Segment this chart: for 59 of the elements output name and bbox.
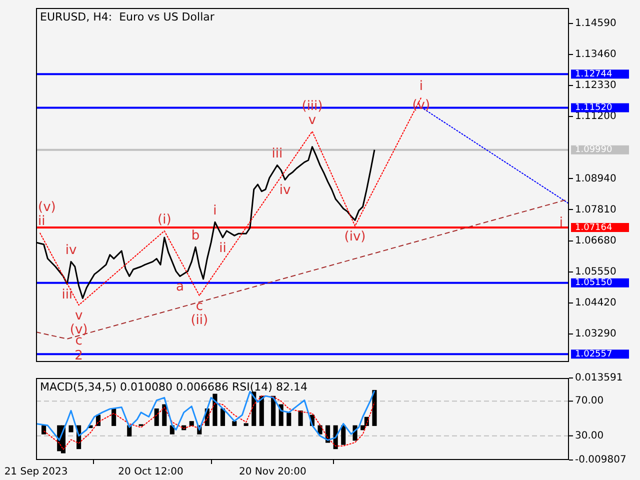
annotation: ii <box>38 214 46 230</box>
bar <box>341 425 346 445</box>
ref-line-label: 1.09990 <box>575 145 612 156</box>
annotation: (ii) <box>190 312 208 328</box>
ref-line-label: 1.05150 <box>575 278 612 288</box>
annotation: c <box>196 298 203 314</box>
annotation: ii <box>219 240 226 256</box>
chart-title: MACD(5,34,5) 0.010080 0.006686 RSI(14) 82.14 <box>40 380 308 394</box>
annotation: iv <box>65 243 77 258</box>
y-tick-label: 1.05550 <box>575 266 616 278</box>
bar <box>68 425 74 432</box>
annotation: b <box>191 228 200 244</box>
y-tick-label: -0.009807 <box>575 454 626 466</box>
annotation: i <box>419 78 423 94</box>
bar <box>154 408 159 426</box>
ref-line-label: 1.07164 <box>575 222 612 233</box>
bar <box>286 412 292 426</box>
ref-line-label: 1.11520 <box>575 103 612 114</box>
annotation: (i) <box>158 212 172 228</box>
ref-line-label: 1.02557 <box>575 349 612 360</box>
y-tick-label: 1.06680 <box>575 235 616 246</box>
annotation: iii <box>272 146 283 162</box>
annotation: v <box>308 112 316 128</box>
bar <box>189 421 194 426</box>
bar <box>271 396 276 426</box>
y-tick-label: 1.11200 <box>575 111 616 122</box>
y2-tick-label: 30.00 <box>575 430 604 442</box>
annotation: v <box>74 308 83 324</box>
bar <box>42 425 46 434</box>
bar <box>259 396 264 426</box>
y-tick-label: 1.04420 <box>575 298 616 308</box>
bar <box>298 410 303 426</box>
ref-line-label: 1.12744 <box>575 69 612 80</box>
x-tick-label: 20 Nov 20:00 <box>238 466 306 478</box>
y-tick-label: 1.03290 <box>575 328 616 340</box>
y-tick-label: 1.14590 <box>575 18 616 29</box>
bar <box>372 390 377 426</box>
y2-tick-label: 70.00 <box>575 396 604 407</box>
y-tick-label: 0.013591 <box>575 372 623 384</box>
bar <box>244 423 248 426</box>
y-tick-label: 1.12330 <box>575 80 616 92</box>
y-tick-label: 1.08940 <box>575 173 616 184</box>
bar <box>220 408 226 426</box>
annotation: i <box>559 215 564 230</box>
y-tick-label: 1.07810 <box>575 204 616 216</box>
annotation: (v) <box>38 200 56 216</box>
chart-title: EURUSD, H4: Euro vs US Dollar <box>40 10 215 24</box>
bar <box>162 404 167 426</box>
annotation: iii <box>62 287 73 302</box>
line-series <box>43 395 375 450</box>
x-tick-label: 21 Sep 2023 <box>4 466 68 478</box>
bar <box>232 421 237 426</box>
y-tick-label: 1.13460 <box>575 49 616 60</box>
x-tick-label: 20 Oct 12:00 <box>118 466 184 478</box>
annotation: (iv) <box>344 229 366 244</box>
annotation: i <box>213 203 217 218</box>
annotation: iv <box>279 183 291 198</box>
annotation: a <box>176 280 184 295</box>
bar <box>112 408 116 426</box>
